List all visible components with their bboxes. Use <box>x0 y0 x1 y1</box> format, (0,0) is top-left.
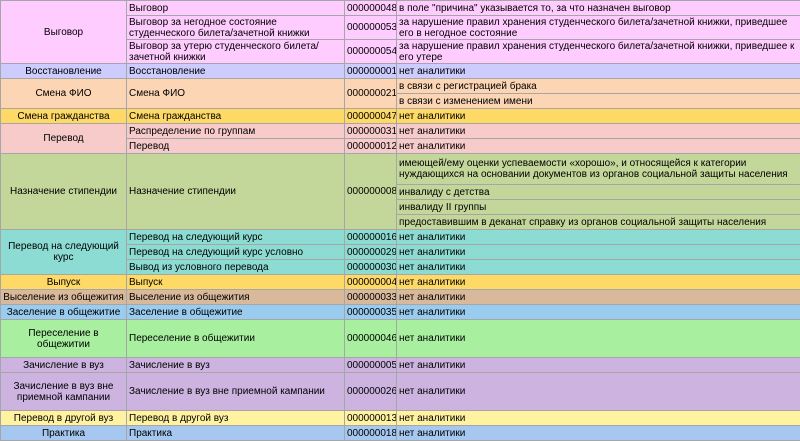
code-cell[interactable]: 000000026 <box>345 373 397 411</box>
analytics-cell[interactable]: нет аналитики <box>397 373 800 411</box>
analytics-cell[interactable]: нет аналитики <box>397 139 800 154</box>
category-cell[interactable]: Выговор <box>1 1 127 64</box>
order-type-cell[interactable]: Перевод на следующий курс условно <box>127 245 345 260</box>
order-type-cell[interactable]: Выселение из общежития <box>127 290 345 305</box>
analytics-cell[interactable]: нет аналитики <box>397 358 800 373</box>
order-type-cell[interactable]: Заселение в общежитие <box>127 305 345 320</box>
category-cell[interactable]: Перевод в другой вуз <box>1 411 127 426</box>
code-cell[interactable]: 000000047 <box>345 109 397 124</box>
category-cell[interactable]: Заселение в общежитие <box>1 305 127 320</box>
code-cell[interactable]: 000000048 <box>345 1 397 16</box>
analytics-cell[interactable]: нет аналитики <box>397 109 800 124</box>
analytics-cell[interactable]: нет аналитики <box>397 64 800 79</box>
code-cell[interactable]: 000000012 <box>345 139 397 154</box>
category-cell[interactable]: Восстановление <box>1 64 127 79</box>
code-cell[interactable]: 000000005 <box>345 358 397 373</box>
code-cell[interactable]: 000000021 <box>345 79 397 109</box>
code-cell[interactable]: 000000018 <box>345 426 397 441</box>
order-type-cell[interactable]: Перевод в другой вуз <box>127 411 345 426</box>
category-cell[interactable]: Выпуск <box>1 275 127 290</box>
category-cell[interactable]: Практика <box>1 426 127 441</box>
category-cell[interactable]: Перевод <box>1 124 127 154</box>
analytics-cell[interactable]: предоставившим в деканат справку из орга… <box>397 215 800 230</box>
analytics-cell[interactable]: нет аналитики <box>397 230 800 245</box>
category-cell[interactable]: Переселение в общежитии <box>1 320 127 358</box>
order-type-cell[interactable]: Восстановление <box>127 64 345 79</box>
order-type-cell[interactable]: Зачисление в вуз вне приемной кампании <box>127 373 345 411</box>
analytics-cell[interactable]: нет аналитики <box>397 124 800 139</box>
order-type-cell[interactable]: Вывод из условного перевода <box>127 260 345 275</box>
category-cell[interactable]: Смена ФИО <box>1 79 127 109</box>
order-type-cell[interactable]: Смена гражданства <box>127 109 345 124</box>
code-cell[interactable]: 000000035 <box>345 305 397 320</box>
order-type-cell[interactable]: Назначение стипендии <box>127 154 345 230</box>
analytics-cell[interactable]: нет аналитики <box>397 305 800 320</box>
order-type-cell[interactable]: Практика <box>127 426 345 441</box>
code-cell[interactable]: 000000031 <box>345 124 397 139</box>
analytics-cell[interactable]: имеющей/ему оценки успеваемости «хорошо»… <box>397 154 800 185</box>
analytics-cell[interactable]: нет аналитики <box>397 275 800 290</box>
analytics-cell[interactable]: инвалиду с детства <box>397 185 800 200</box>
order-type-cell[interactable]: Смена ФИО <box>127 79 345 109</box>
code-cell[interactable]: 000000016 <box>345 230 397 245</box>
order-type-cell[interactable]: Выговор за негодное состояние студенческ… <box>127 16 345 40</box>
code-cell[interactable]: 000000004 <box>345 275 397 290</box>
analytics-cell[interactable]: нет аналитики <box>397 320 800 358</box>
analytics-cell[interactable]: в связи с регистрацией брака <box>397 79 800 94</box>
analytics-cell[interactable]: нет аналитики <box>397 411 800 426</box>
category-cell[interactable]: Выселение из общежития <box>1 290 127 305</box>
category-cell[interactable]: Зачисление в вуз вне приемной кампании <box>1 373 127 411</box>
order-type-cell[interactable]: Выговор за утерю студенческого билета/за… <box>127 40 345 64</box>
code-cell[interactable]: 000000033 <box>345 290 397 305</box>
analytics-cell[interactable]: за нарушение правил хранения студенческо… <box>397 16 800 40</box>
code-cell[interactable]: 000000013 <box>345 411 397 426</box>
analytics-cell[interactable]: нет аналитики <box>397 290 800 305</box>
category-cell[interactable]: Смена гражданства <box>1 109 127 124</box>
order-type-cell[interactable]: Перевод <box>127 139 345 154</box>
analytics-cell[interactable]: в поле "причина" указывается то, за что … <box>397 1 800 16</box>
order-type-cell[interactable]: Переселение в общежитии <box>127 320 345 358</box>
analytics-cell[interactable]: нет аналитики <box>397 245 800 260</box>
analytics-cell[interactable]: в связи с изменением имени <box>397 94 800 109</box>
category-cell[interactable]: Зачисление в вуз <box>1 358 127 373</box>
code-cell[interactable]: 000000030 <box>345 260 397 275</box>
code-cell[interactable]: 000000001 <box>345 64 397 79</box>
order-type-cell[interactable]: Зачисление в вуз <box>127 358 345 373</box>
order-type-cell[interactable]: Выпуск <box>127 275 345 290</box>
code-cell[interactable]: 000000054 <box>345 40 397 64</box>
code-cell[interactable]: 000000053 <box>345 16 397 40</box>
analytics-cell[interactable]: за нарушение правил хранения студенческо… <box>397 40 800 64</box>
analytics-cell[interactable]: нет аналитики <box>397 426 800 441</box>
order-type-cell[interactable]: Выговор <box>127 1 345 16</box>
category-cell[interactable]: Перевод на следующий курс <box>1 230 127 275</box>
analytics-cell[interactable]: нет аналитики <box>397 260 800 275</box>
order-type-cell[interactable]: Распределение по группам <box>127 124 345 139</box>
code-cell[interactable]: 000000008 <box>345 154 397 230</box>
analytics-cell[interactable]: инвалиду II группы <box>397 200 800 215</box>
code-cell[interactable]: 000000046 <box>345 320 397 358</box>
category-cell[interactable]: Назначение стипендии <box>1 154 127 230</box>
code-cell[interactable]: 000000029 <box>345 245 397 260</box>
order-type-cell[interactable]: Перевод на следующий курс <box>127 230 345 245</box>
